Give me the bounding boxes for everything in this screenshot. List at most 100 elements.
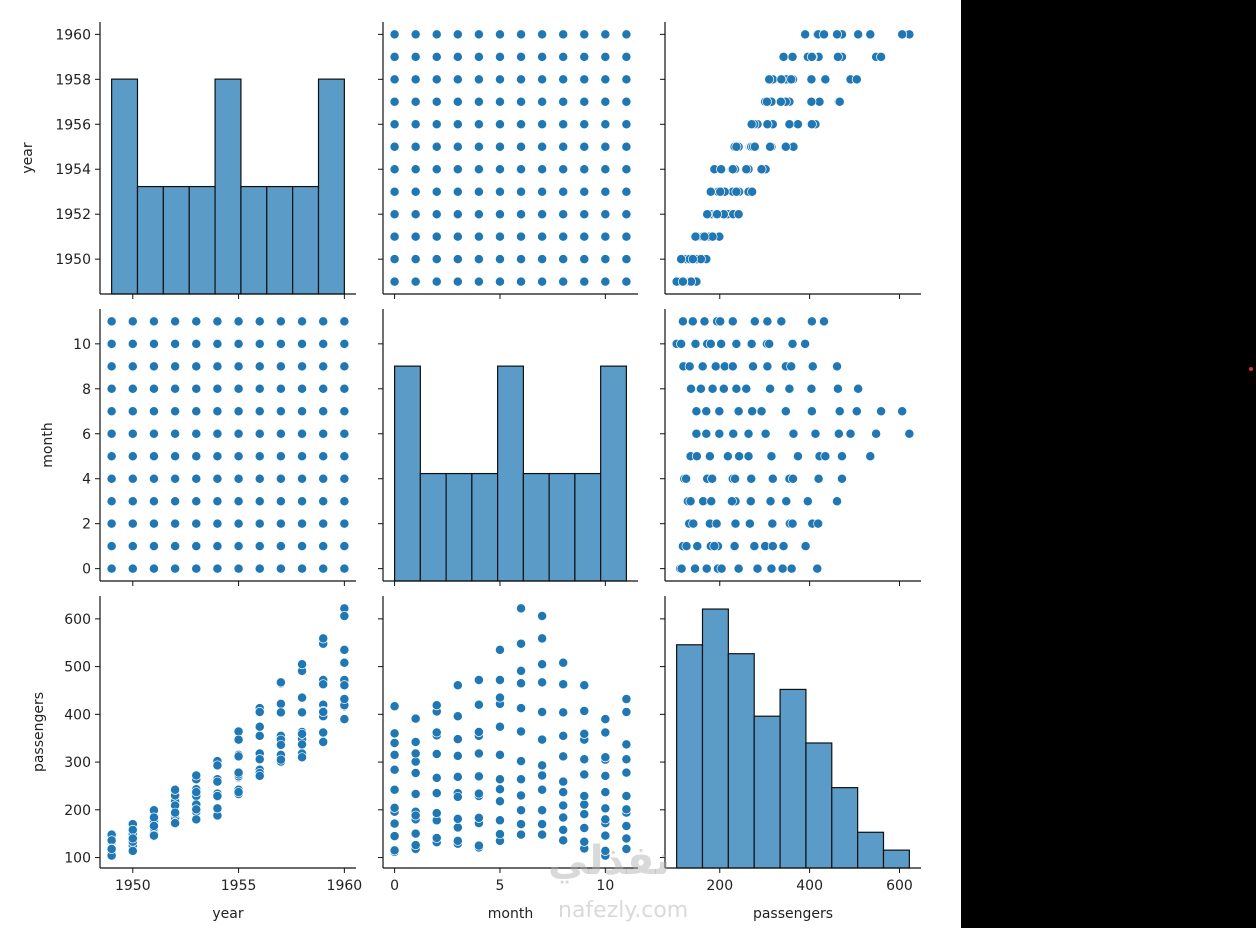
scatter-point xyxy=(537,784,548,795)
scatter-point xyxy=(621,767,632,778)
scatter-point xyxy=(339,406,350,417)
y-tick-label: 1960 xyxy=(55,27,91,43)
scatter-point xyxy=(685,496,696,507)
scatter-point xyxy=(473,276,484,287)
scatter-point xyxy=(275,428,286,439)
scatter-point xyxy=(318,428,329,439)
scatter-point xyxy=(786,563,797,574)
scatter-point xyxy=(389,141,400,152)
scatter-point xyxy=(690,338,701,349)
scatter-point xyxy=(297,563,307,574)
scatter-point xyxy=(473,96,484,107)
scatter-point xyxy=(621,739,632,750)
scatter-point xyxy=(621,164,632,175)
scatter-point xyxy=(233,751,244,762)
scatter-point xyxy=(767,541,778,552)
scatter-point xyxy=(832,51,843,62)
scatter-point xyxy=(537,276,548,287)
watermark-latin: nafezly.com xyxy=(558,898,689,923)
x-tick-label: 10 xyxy=(596,878,614,894)
scatter-point xyxy=(820,451,831,462)
scatter-point xyxy=(431,808,442,819)
black-panel xyxy=(961,0,1256,928)
scatter-point xyxy=(170,473,181,484)
scatter-point xyxy=(806,406,817,417)
scatter-point xyxy=(339,644,350,655)
scatter-point xyxy=(600,231,611,242)
scatter-point xyxy=(495,231,505,242)
month-x-axis-label: month xyxy=(488,906,533,922)
scatter-point xyxy=(149,541,159,552)
scatter-point xyxy=(853,29,864,40)
scatter-point xyxy=(691,428,702,439)
scatter-point xyxy=(212,518,223,529)
scatter-point xyxy=(170,496,181,507)
scatter-point xyxy=(621,186,632,197)
scatter-point xyxy=(495,784,505,795)
scatter-point xyxy=(537,231,548,242)
scatter-point xyxy=(127,833,138,844)
scatter-point xyxy=(600,830,611,841)
scatter-point xyxy=(516,231,526,242)
scatter-point xyxy=(149,428,159,439)
scatter-point xyxy=(876,406,887,417)
scatter-point xyxy=(127,518,138,529)
scatter-point xyxy=(275,739,286,750)
scatter-point xyxy=(275,518,286,529)
scatter-point xyxy=(495,276,505,287)
scatter-point xyxy=(127,541,138,552)
scatter-point xyxy=(389,802,400,813)
scatter-point xyxy=(780,406,791,417)
scatter-point xyxy=(233,734,244,745)
scatter-point xyxy=(837,451,847,462)
scatter-point xyxy=(127,428,138,439)
scatter-point xyxy=(745,496,756,507)
scatter-point xyxy=(473,51,484,62)
histogram-bar xyxy=(317,78,345,295)
scatter-point xyxy=(716,338,727,349)
scatter-point xyxy=(516,638,526,649)
scatter-point xyxy=(778,51,789,62)
scatter-point xyxy=(579,809,590,820)
scatter-point xyxy=(813,473,824,484)
scatter-point xyxy=(410,276,421,287)
scatter-point xyxy=(149,451,159,462)
scatter-point xyxy=(149,812,159,823)
scatter-point xyxy=(318,406,329,417)
month-y-axis-label: month xyxy=(40,422,56,467)
scatter-point xyxy=(558,751,569,762)
y-tick-label: 2 xyxy=(82,517,91,533)
scatter-point xyxy=(722,451,733,462)
scatter-point xyxy=(170,518,181,529)
scatter-point xyxy=(149,361,159,372)
scatter-point xyxy=(495,96,505,107)
scatter-point xyxy=(688,518,699,529)
scatter-point xyxy=(297,473,307,484)
scatter-point xyxy=(579,74,590,85)
scatter-point xyxy=(558,186,569,197)
scatter-point xyxy=(537,74,548,85)
scatter-point xyxy=(579,186,590,197)
scatter-point xyxy=(865,451,876,462)
scatter-point xyxy=(106,518,117,529)
scatter-point xyxy=(707,383,718,394)
scatter-point xyxy=(746,119,757,130)
scatter-point xyxy=(516,209,526,220)
scatter-point xyxy=(677,316,688,327)
scatter-point xyxy=(537,29,548,40)
scatter-point xyxy=(410,231,421,242)
scatter-point xyxy=(452,209,463,220)
scatter-point xyxy=(516,678,526,689)
histogram-bar xyxy=(753,715,781,869)
scatter-point xyxy=(537,119,548,130)
scatter-point xyxy=(410,186,421,197)
scatter-point xyxy=(275,541,286,552)
scatter-point xyxy=(819,316,829,327)
y-tick-label: 10 xyxy=(73,337,91,353)
scatter-point xyxy=(275,677,286,688)
scatter-point xyxy=(786,361,797,372)
scatter-point xyxy=(516,790,526,801)
scatter-point xyxy=(106,428,117,439)
x-tick-label: 600 xyxy=(886,878,913,894)
scatter-point xyxy=(558,29,569,40)
